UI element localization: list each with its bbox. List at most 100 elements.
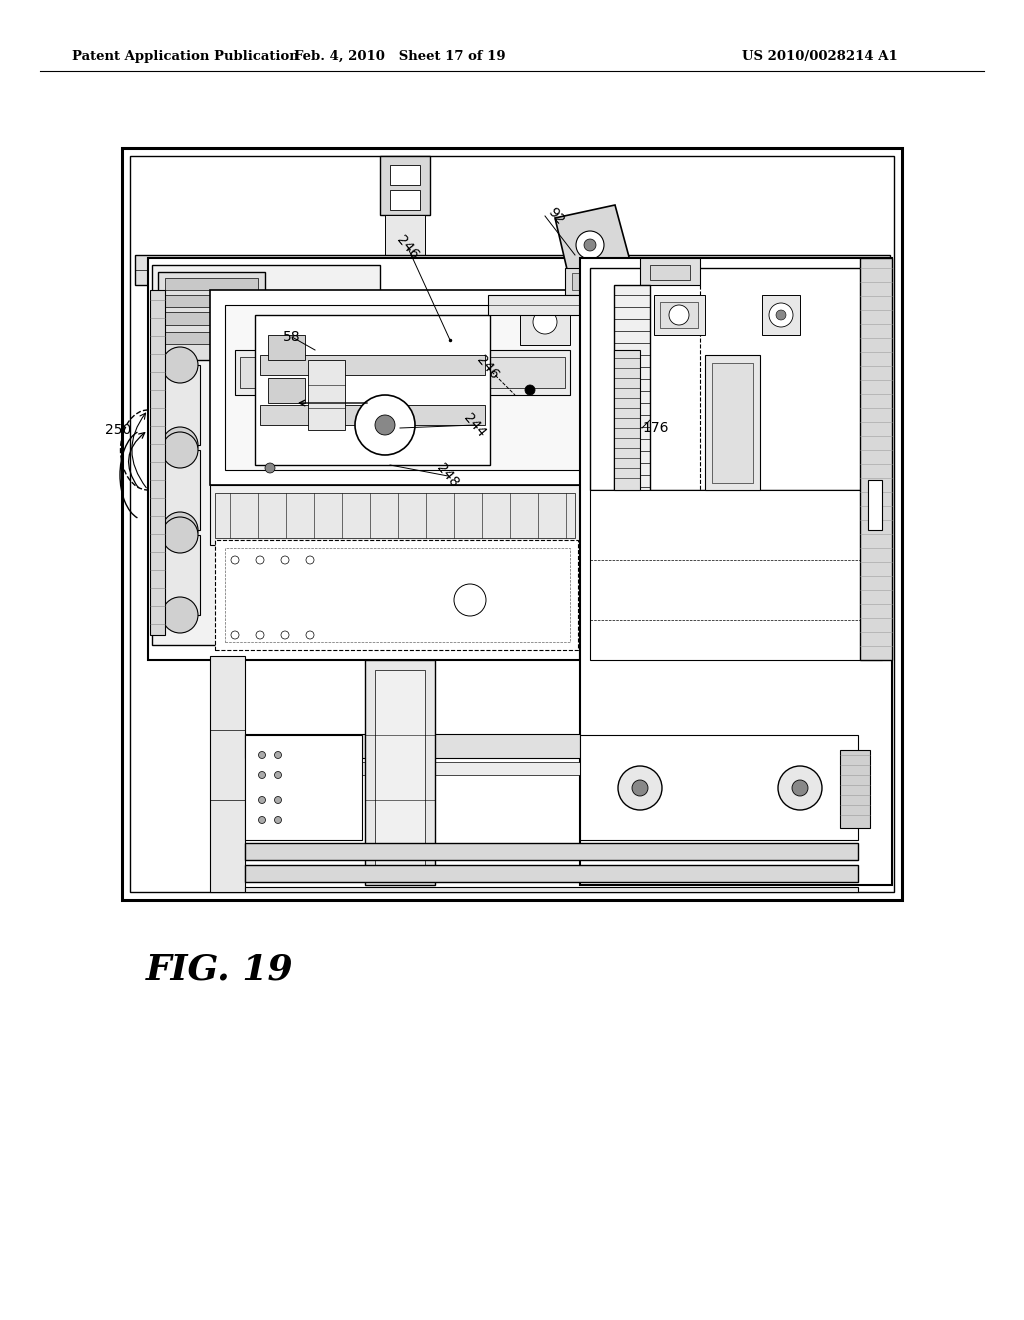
Circle shape (162, 517, 198, 553)
Bar (255, 315, 490, 465)
Bar (234, 350, 570, 395)
Circle shape (525, 385, 535, 395)
Bar (160, 450, 200, 531)
Bar (660, 302, 698, 327)
Bar (215, 540, 578, 649)
Bar (614, 285, 650, 495)
Circle shape (258, 817, 265, 824)
Bar (130, 156, 894, 892)
Bar (152, 265, 380, 645)
Text: 246: 246 (474, 354, 502, 383)
Bar (365, 660, 435, 884)
Circle shape (274, 751, 282, 759)
Circle shape (256, 631, 264, 639)
Bar (268, 335, 305, 360)
Circle shape (281, 631, 289, 639)
Bar (380, 156, 430, 215)
Bar (215, 492, 575, 539)
Circle shape (584, 239, 596, 251)
Bar (210, 484, 580, 545)
Circle shape (274, 796, 282, 804)
Bar (260, 405, 485, 425)
Circle shape (618, 766, 662, 810)
Circle shape (231, 631, 239, 639)
Bar (590, 490, 882, 660)
Bar (210, 656, 245, 892)
Bar (580, 257, 892, 884)
Bar (260, 355, 485, 375)
Circle shape (575, 231, 604, 259)
Bar (308, 360, 345, 430)
Bar (210, 290, 590, 484)
Bar (122, 148, 902, 900)
Circle shape (258, 751, 265, 759)
Circle shape (231, 556, 239, 564)
Text: Patent Application Publication: Patent Application Publication (72, 50, 299, 63)
Bar (245, 843, 858, 861)
Bar (158, 272, 265, 360)
Circle shape (281, 556, 289, 564)
Circle shape (162, 347, 198, 383)
Bar (860, 257, 892, 660)
Bar (225, 548, 570, 642)
Circle shape (162, 426, 198, 463)
Text: 176: 176 (642, 421, 669, 436)
Bar (245, 735, 362, 840)
Bar (165, 294, 258, 308)
Circle shape (355, 395, 415, 455)
Circle shape (534, 310, 557, 334)
Circle shape (776, 310, 786, 319)
Circle shape (162, 512, 198, 548)
Bar (705, 355, 760, 490)
Circle shape (258, 796, 265, 804)
Bar (640, 257, 700, 285)
Text: US 2010/0028214 A1: US 2010/0028214 A1 (742, 50, 898, 63)
Bar (520, 300, 570, 345)
Bar (565, 268, 625, 294)
Circle shape (256, 556, 264, 564)
Bar (268, 378, 305, 403)
Bar (245, 865, 858, 882)
Bar (650, 265, 690, 280)
Bar (572, 273, 618, 290)
Circle shape (306, 556, 314, 564)
Bar (165, 333, 258, 345)
Text: FIG. 19: FIG. 19 (146, 953, 294, 987)
Bar (590, 268, 882, 490)
Bar (160, 535, 200, 615)
Bar (135, 255, 890, 285)
Bar (150, 290, 165, 635)
Bar (654, 294, 705, 335)
Circle shape (274, 817, 282, 824)
Bar (225, 305, 580, 470)
Bar (148, 257, 580, 660)
Bar (488, 294, 640, 315)
Text: 58: 58 (284, 330, 301, 345)
Bar (840, 750, 870, 828)
Text: 250: 250 (104, 422, 131, 437)
Bar (762, 294, 800, 335)
Bar (165, 279, 258, 290)
Circle shape (375, 414, 395, 436)
Text: 248: 248 (434, 462, 462, 491)
Bar (390, 190, 420, 210)
Circle shape (306, 631, 314, 639)
Circle shape (162, 432, 198, 469)
Circle shape (265, 463, 275, 473)
Circle shape (632, 780, 648, 796)
Bar (245, 887, 858, 892)
Circle shape (162, 597, 198, 634)
Bar (160, 366, 200, 445)
Text: 244: 244 (461, 411, 488, 440)
Bar (390, 165, 420, 185)
Bar (245, 762, 580, 775)
Circle shape (274, 771, 282, 779)
Text: Feb. 4, 2010   Sheet 17 of 19: Feb. 4, 2010 Sheet 17 of 19 (294, 50, 506, 63)
Bar (240, 356, 565, 388)
Circle shape (541, 314, 553, 326)
Bar (385, 215, 425, 255)
Circle shape (454, 583, 486, 616)
Bar (245, 734, 580, 758)
Bar (580, 735, 858, 840)
Bar (712, 363, 753, 483)
